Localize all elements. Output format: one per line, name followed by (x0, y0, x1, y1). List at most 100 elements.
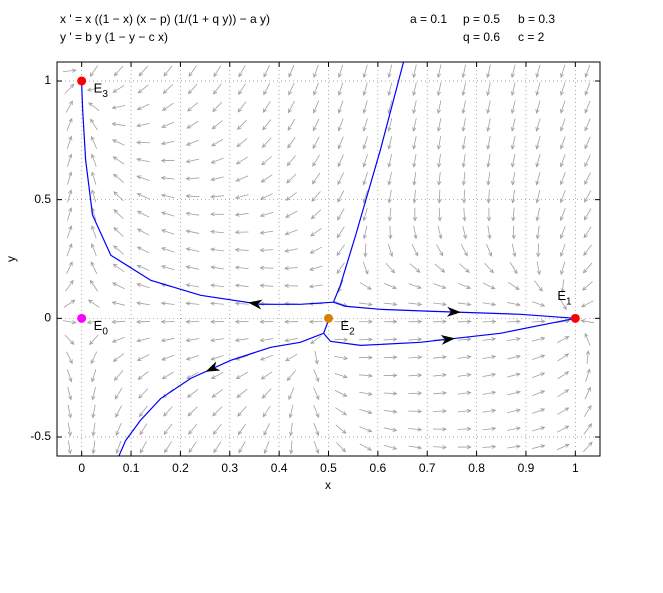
field-arrow (263, 440, 270, 454)
field-arrow (259, 283, 274, 288)
field-arrow (310, 335, 322, 345)
field-arrow (236, 138, 248, 148)
field-arrow (160, 301, 175, 306)
field-arrow (362, 261, 369, 275)
field-arrow (137, 371, 149, 380)
field-arrow (234, 230, 249, 235)
field-arrow (210, 247, 224, 252)
field-arrow (310, 209, 322, 220)
field-arrow (160, 193, 175, 199)
field-arrow (583, 441, 593, 453)
field-arrow (584, 64, 591, 78)
field-arrow (136, 301, 150, 306)
field-arrow (161, 102, 174, 111)
field-arrow (584, 82, 591, 96)
field-arrow (535, 225, 540, 240)
field-arrow (434, 263, 446, 273)
field-arrow (482, 444, 497, 449)
field-arrow (313, 369, 320, 383)
field-arrow (461, 82, 466, 97)
field-arrow (309, 246, 323, 254)
field-arrow (210, 194, 224, 199)
field-arrow (582, 281, 593, 291)
field-arrow (532, 301, 546, 307)
field-arrow (161, 247, 175, 253)
field-arrow (115, 422, 122, 436)
field-arrow (413, 225, 418, 240)
field-arrow (90, 243, 97, 257)
field-arrow (65, 279, 74, 292)
y-tick-label: -0.5 (30, 429, 51, 443)
field-arrow (535, 189, 541, 204)
field-arrow (337, 118, 344, 132)
field-arrow (362, 207, 368, 222)
x-tick-label: 0.9 (518, 461, 535, 475)
field-arrow (91, 189, 97, 203)
field-arrow (311, 191, 321, 202)
field-arrow (137, 84, 149, 94)
field-arrow (507, 408, 521, 414)
field-arrow (486, 171, 491, 186)
field-arrow (111, 319, 126, 324)
field-arrow (582, 262, 593, 274)
field-arrow (210, 265, 224, 270)
field-arrow (411, 244, 419, 257)
field-arrow (259, 248, 274, 253)
field-arrow (559, 208, 566, 222)
field-arrow (556, 443, 570, 451)
field-arrow (383, 391, 398, 396)
field-arrow (67, 386, 73, 401)
field-arrow (482, 319, 497, 324)
x-axis-label: x (325, 478, 331, 492)
field-arrow (437, 171, 442, 186)
field-arrow (362, 172, 368, 186)
field-arrow (113, 191, 124, 202)
field-arrow (162, 84, 174, 94)
field-arrow (486, 100, 491, 115)
field-arrow (437, 225, 443, 240)
field-arrow (238, 65, 246, 78)
field-arrow (91, 440, 96, 455)
field-arrow (138, 388, 149, 399)
field-arrow (560, 64, 566, 79)
field-arrow (210, 319, 224, 324)
direction-arrow (248, 299, 263, 310)
field-arrow (359, 443, 373, 451)
field-arrow (462, 189, 467, 204)
field-arrow (237, 406, 247, 417)
field-arrow (66, 261, 73, 274)
field-arrow (160, 158, 175, 163)
field-arrow (66, 351, 73, 365)
field-arrow (532, 372, 546, 379)
field-arrow (185, 319, 200, 324)
field-arrow (212, 406, 223, 417)
field-arrow (308, 319, 323, 324)
field-arrow (457, 408, 472, 414)
field-arrow (433, 355, 447, 360)
field-arrow (412, 171, 417, 186)
field-arrow (507, 319, 522, 324)
field-arrow (383, 373, 398, 378)
direction-arrow (440, 334, 456, 345)
field-arrow (67, 189, 73, 203)
field-arrow (462, 225, 467, 240)
field-arrow (535, 172, 541, 186)
field-arrow (511, 207, 516, 222)
field-arrow (90, 153, 97, 167)
x-tick-label: 0.1 (123, 461, 140, 475)
field-arrow (234, 337, 249, 343)
field-arrow (136, 122, 150, 128)
field-arrow (359, 337, 373, 342)
field-arrow (112, 156, 125, 165)
field-arrow (111, 336, 125, 343)
field-arrow (383, 427, 398, 432)
field-arrow (234, 265, 249, 270)
field-arrow (510, 100, 516, 114)
field-arrow (91, 225, 97, 239)
field-arrow (507, 390, 521, 396)
field-arrow (362, 154, 368, 168)
field-arrow (337, 64, 344, 79)
field-arrow (113, 227, 124, 237)
field-arrow (383, 302, 398, 307)
field-arrow (362, 136, 368, 150)
